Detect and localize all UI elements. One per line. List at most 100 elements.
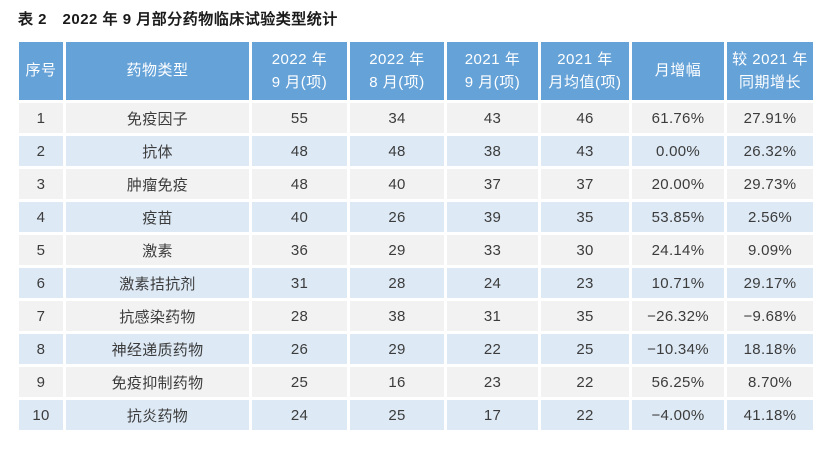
col-header-drug-type: 药物类型 [63,39,252,103]
table-row: 3 肿瘤免疫 48 40 37 37 20.00% 29.73% [16,166,816,202]
cell-month-growth: 20.00% [629,166,727,202]
cell-2021-monthly-avg: 22 [538,397,632,433]
table-row: 2 抗体 48 48 38 43 0.00% 26.32% [16,133,816,169]
cell-2022-09-count: 55 [249,100,350,136]
cell-drug-type: 激素拮抗剂 [63,265,252,301]
cell-drug-type: 神经递质药物 [63,331,252,367]
cell-yoy-growth: 2.56% [724,199,816,235]
cell-2022-09-count: 31 [249,265,350,301]
cell-2022-08-count: 25 [347,397,447,433]
cell-2022-08-count: 26 [347,199,447,235]
col-header-month-growth: 月增幅 [629,39,727,103]
cell-serial: 1 [16,100,66,136]
table-row: 9 免疫抑制药物 25 16 23 22 56.25% 8.70% [16,364,816,400]
cell-2022-08-count: 40 [347,166,447,202]
cell-2022-09-count: 48 [249,166,350,202]
cell-2021-09-count: 22 [444,331,541,367]
cell-serial: 4 [16,199,66,235]
cell-yoy-growth: 9.09% [724,232,816,268]
cell-drug-type: 抗体 [63,133,252,169]
table-row: 4 疫苗 40 26 39 35 53.85% 2.56% [16,199,816,235]
cell-month-growth: 10.71% [629,265,727,301]
cell-2021-monthly-avg: 23 [538,265,632,301]
cell-serial: 10 [16,397,66,433]
drug-trial-stats-table: 序号 药物类型 2022 年 9 月(项) 2022 年 8 月(项) 2021… [16,39,816,433]
table-row: 1 免疫因子 55 34 43 46 61.76% 27.91% [16,100,816,136]
cell-serial: 9 [16,364,66,400]
cell-yoy-growth: 41.18% [724,397,816,433]
col-header-serial: 序号 [16,39,66,103]
table-row: 10 抗炎药物 24 25 17 22 −4.00% 41.18% [16,397,816,433]
cell-month-growth: −4.00% [629,397,727,433]
cell-drug-type: 免疫因子 [63,100,252,136]
cell-2022-09-count: 36 [249,232,350,268]
cell-2021-monthly-avg: 46 [538,100,632,136]
col-header-2021-09: 2021 年 9 月(项) [444,39,541,103]
col-header-yoy-growth: 较 2021 年 同期增长 [724,39,816,103]
cell-yoy-growth: −9.68% [724,298,816,334]
cell-2021-09-count: 39 [444,199,541,235]
cell-2021-09-count: 38 [444,133,541,169]
cell-yoy-growth: 8.70% [724,364,816,400]
cell-2022-08-count: 48 [347,133,447,169]
cell-2022-08-count: 34 [347,100,447,136]
cell-2021-09-count: 31 [444,298,541,334]
cell-month-growth: −26.32% [629,298,727,334]
cell-2021-monthly-avg: 35 [538,199,632,235]
cell-2022-09-count: 25 [249,364,350,400]
cell-drug-type: 抗炎药物 [63,397,252,433]
cell-drug-type: 抗感染药物 [63,298,252,334]
cell-2022-09-count: 26 [249,331,350,367]
cell-month-growth: 53.85% [629,199,727,235]
cell-month-growth: −10.34% [629,331,727,367]
cell-2021-09-count: 37 [444,166,541,202]
cell-serial: 2 [16,133,66,169]
cell-yoy-growth: 27.91% [724,100,816,136]
cell-drug-type: 肿瘤免疫 [63,166,252,202]
cell-serial: 8 [16,331,66,367]
cell-2022-09-count: 48 [249,133,350,169]
col-header-2022-08: 2022 年 8 月(项) [347,39,447,103]
cell-2021-09-count: 17 [444,397,541,433]
cell-2021-monthly-avg: 25 [538,331,632,367]
col-header-2021-monthly-avg: 2021 年 月均值(项) [538,39,632,103]
cell-month-growth: 56.25% [629,364,727,400]
cell-month-growth: 24.14% [629,232,727,268]
header-row: 序号 药物类型 2022 年 9 月(项) 2022 年 8 月(项) 2021… [16,39,816,103]
cell-yoy-growth: 29.17% [724,265,816,301]
cell-2021-monthly-avg: 37 [538,166,632,202]
cell-serial: 7 [16,298,66,334]
cell-2022-09-count: 24 [249,397,350,433]
cell-yoy-growth: 18.18% [724,331,816,367]
cell-yoy-growth: 26.32% [724,133,816,169]
table-row: 5 激素 36 29 33 30 24.14% 9.09% [16,232,816,268]
table-body: 1 免疫因子 55 34 43 46 61.76% 27.91% 2 抗体 48 48 38 43 0.00… [16,100,816,433]
cell-serial: 3 [16,166,66,202]
table-row: 6 激素拮抗剂 31 28 24 23 10.71% 29.17% [16,265,816,301]
cell-month-growth: 0.00% [629,133,727,169]
cell-drug-type: 激素 [63,232,252,268]
cell-2022-09-count: 28 [249,298,350,334]
cell-2021-09-count: 23 [444,364,541,400]
cell-2022-08-count: 29 [347,331,447,367]
cell-serial: 6 [16,265,66,301]
cell-month-growth: 61.76% [629,100,727,136]
cell-yoy-growth: 29.73% [724,166,816,202]
cell-drug-type: 免疫抑制药物 [63,364,252,400]
cell-2021-09-count: 24 [444,265,541,301]
cell-2021-09-count: 43 [444,100,541,136]
cell-2022-08-count: 38 [347,298,447,334]
cell-2022-08-count: 16 [347,364,447,400]
cell-2021-monthly-avg: 35 [538,298,632,334]
table-row: 7 抗感染药物 28 38 31 35 −26.32% −9.68% [16,298,816,334]
cell-drug-type: 疫苗 [63,199,252,235]
cell-2022-09-count: 40 [249,199,350,235]
cell-2022-08-count: 29 [347,232,447,268]
cell-serial: 5 [16,232,66,268]
cell-2021-monthly-avg: 43 [538,133,632,169]
table-caption: 表 2 2022 年 9 月部分药物临床试验类型统计 [18,11,338,28]
cell-2021-monthly-avg: 22 [538,364,632,400]
col-header-2022-09: 2022 年 9 月(项) [249,39,350,103]
table-row: 8 神经递质药物 26 29 22 25 −10.34% 18.18% [16,331,816,367]
